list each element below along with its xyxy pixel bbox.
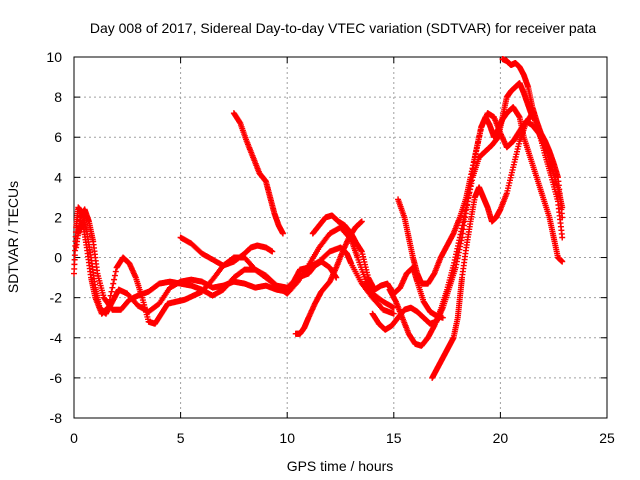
y-tick-label: -8: [50, 410, 63, 426]
plot-frame: [73, 56, 608, 419]
x-tick-label: 15: [386, 430, 402, 446]
series-arc-10: [369, 110, 566, 333]
data-marks: [71, 56, 566, 381]
data-point: [559, 234, 566, 241]
y-tick-label: 6: [54, 129, 62, 145]
series-arc-5: [230, 110, 286, 237]
y-tick-label: -4: [50, 330, 63, 346]
series-arc-2: [73, 206, 397, 313]
x-tick-label: 0: [70, 430, 78, 446]
series-arc-11: [386, 80, 536, 349]
chart-title: Day 008 of 2017, Sidereal Day-to-day VTE…: [90, 20, 597, 36]
y-tick-label: -2: [50, 290, 63, 306]
data-point: [279, 230, 286, 237]
data-point: [107, 292, 114, 299]
series-arc-6: [292, 218, 365, 337]
x-tick-label: 5: [177, 430, 185, 446]
y-tick-label: 8: [54, 89, 62, 105]
x-axis-title: GPS time / hours: [287, 458, 394, 474]
x-tick-label: 25: [599, 430, 615, 446]
data-point: [559, 258, 566, 265]
x-tick-label: 20: [493, 430, 509, 446]
y-tick-label: -6: [50, 370, 63, 386]
data-point: [559, 214, 566, 221]
data-point: [105, 304, 112, 311]
series-arc-3: [75, 218, 340, 327]
data-point: [110, 280, 117, 287]
series-arc-4: [177, 234, 276, 269]
grid: [74, 57, 607, 418]
data-point: [108, 288, 115, 295]
data-point: [105, 300, 112, 307]
x-tick-label: 10: [279, 430, 295, 446]
data-point: [112, 268, 119, 275]
data-point: [358, 218, 365, 225]
data-point: [109, 284, 116, 291]
data-point: [390, 310, 397, 317]
y-tick-label: 2: [54, 209, 62, 225]
y-tick-label: 4: [54, 169, 62, 185]
data-point: [106, 296, 113, 303]
data-point: [111, 272, 118, 279]
y-tick-label: 10: [46, 49, 62, 65]
y-axis-title: SDTVAR / TECUs: [5, 181, 21, 293]
axis-ticks: 0 5 10 15 20 25 -8 -6 -4 -2 0 2 4 6 8 10: [46, 49, 615, 446]
data-point: [111, 276, 118, 283]
y-tick-label: 0: [54, 250, 62, 266]
data-point: [269, 248, 276, 255]
series-arc-12: [499, 56, 566, 221]
